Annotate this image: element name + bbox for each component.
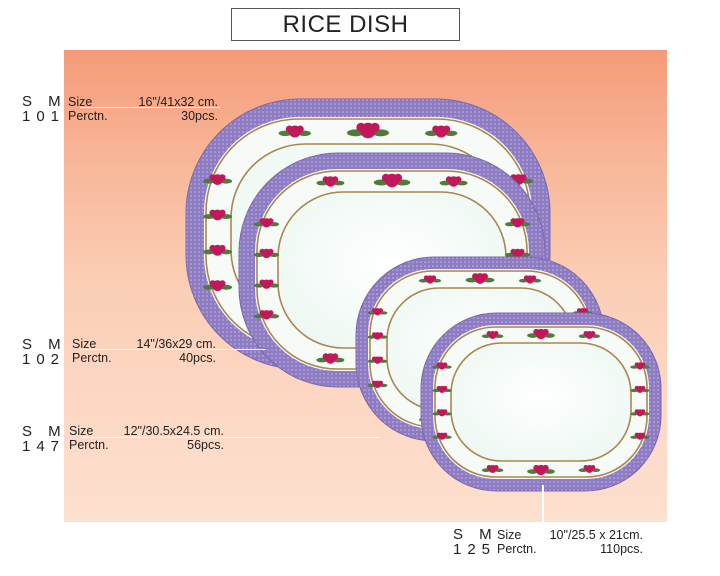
size-label: Size: [69, 424, 94, 438]
size-label: Size: [72, 337, 97, 351]
product-spec-sm147: Size 12"/30.5x24.5 cm. Perctn. 56pcs.: [69, 424, 224, 452]
product-code-line1: S M: [22, 93, 67, 110]
size-value: 14"/36x29 cm.: [136, 337, 216, 351]
product-code-line1: S M: [22, 336, 67, 353]
leader-line-sm101: [80, 107, 220, 108]
size-value: 12"/30.5x24.5 cm.: [123, 424, 224, 438]
perctn-value: 30pcs.: [181, 109, 218, 123]
product-code-line2: 125: [453, 541, 497, 558]
perctn-value: 110pcs.: [600, 542, 643, 556]
perctn-label: Perctn.: [72, 351, 112, 365]
perctn-label: Perctn.: [497, 542, 537, 556]
product-spec-sm125: Size 10"/25.5 x 21cm. Perctn. 110pcs.: [497, 528, 643, 556]
product-code-line1: S M: [453, 526, 498, 543]
product-code-sm125: S M 125: [453, 527, 498, 557]
leader-line-sm125: [542, 485, 544, 525]
page-title: RICE DISH: [231, 8, 460, 41]
product-code-sm102: S M 102: [22, 337, 67, 367]
product-spec-sm102: Size 14"/36x29 cm. Perctn. 40pcs.: [72, 337, 216, 365]
product-code-line2: 147: [22, 438, 66, 455]
product-code-sm147: S M 147: [22, 424, 67, 454]
product-code-line2: 102: [22, 351, 66, 368]
product-code-sm101: S M 101: [22, 94, 67, 124]
perctn-value: 56pcs.: [187, 438, 224, 452]
perctn-value: 40pcs.: [179, 351, 216, 365]
size-label: Size: [68, 95, 93, 109]
size-value: 10"/25.5 x 21cm.: [549, 528, 643, 542]
plate-sm125-image: [420, 312, 662, 492]
leader-line-sm147: [80, 437, 380, 438]
leader-line-sm102: [80, 349, 266, 350]
perctn-label: Perctn.: [69, 438, 109, 452]
size-value: 16"/41x32 cm.: [138, 95, 218, 109]
perctn-label: Perctn.: [68, 109, 108, 123]
product-code-line1: S M: [22, 423, 67, 440]
size-label: Size: [497, 528, 522, 542]
product-code-line2: 101: [22, 108, 66, 125]
product-spec-sm101: Size 16"/41x32 cm. Perctn. 30pcs.: [68, 95, 218, 123]
